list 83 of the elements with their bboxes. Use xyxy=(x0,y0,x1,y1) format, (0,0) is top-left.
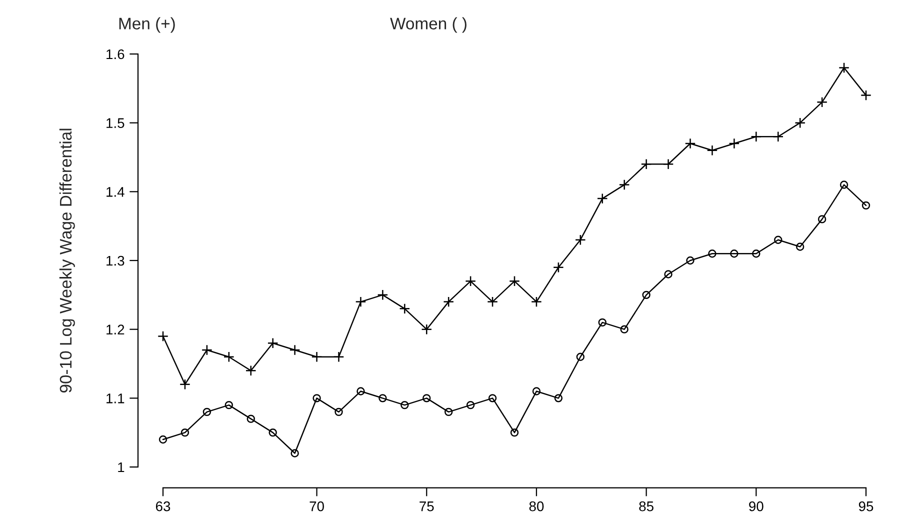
point xyxy=(421,324,432,335)
point xyxy=(466,400,475,410)
x-tick-label: 70 xyxy=(310,501,324,512)
point xyxy=(664,270,672,278)
point xyxy=(708,250,716,258)
y-tick-label: 1.4 xyxy=(106,187,124,197)
point xyxy=(794,117,806,128)
point xyxy=(312,394,321,402)
point xyxy=(640,158,652,170)
point xyxy=(532,387,541,396)
point xyxy=(400,400,409,410)
point xyxy=(377,289,388,300)
text: Women ( ) xyxy=(390,17,466,33)
y-axis-title: 90-10 Log Weekly Wage Differential xyxy=(59,128,75,393)
point xyxy=(642,290,650,300)
point xyxy=(796,242,804,251)
point xyxy=(596,193,608,204)
point xyxy=(752,250,760,258)
point xyxy=(554,394,563,402)
point xyxy=(246,414,255,423)
point xyxy=(444,408,453,416)
point xyxy=(378,394,387,402)
point xyxy=(334,408,343,416)
x-tick-label: 80 xyxy=(529,501,544,512)
point xyxy=(840,180,848,189)
point xyxy=(356,387,365,396)
x-tick-label: 75 xyxy=(420,502,434,512)
y-tick-label: 1.5 xyxy=(106,118,124,128)
point xyxy=(860,90,872,101)
x-tick-label: 90 xyxy=(749,501,764,512)
point xyxy=(750,131,762,142)
point xyxy=(443,296,454,308)
y-tick-label: 1 xyxy=(118,462,124,472)
point xyxy=(422,394,431,402)
point xyxy=(202,408,212,416)
point xyxy=(399,303,410,314)
point xyxy=(862,201,870,210)
point xyxy=(706,144,718,156)
point xyxy=(816,96,828,108)
point xyxy=(620,325,628,334)
point xyxy=(488,394,497,402)
point xyxy=(838,62,850,74)
point xyxy=(487,296,498,308)
point xyxy=(355,296,366,308)
point xyxy=(728,138,740,149)
text: Men (+) xyxy=(119,17,175,33)
point xyxy=(552,262,564,273)
point xyxy=(158,435,168,444)
y-tick-label: 1.2 xyxy=(106,324,124,334)
point xyxy=(311,351,322,362)
point xyxy=(333,351,344,362)
point xyxy=(290,449,299,458)
y-tick-label: 1.1 xyxy=(106,394,124,404)
point xyxy=(267,338,278,349)
y-tick-label: 1.6 xyxy=(106,49,124,60)
point xyxy=(180,428,190,437)
point xyxy=(598,318,606,327)
point xyxy=(224,400,234,410)
point xyxy=(179,378,190,390)
point xyxy=(223,351,234,362)
y-tick-label: 1.3 xyxy=(106,256,124,266)
x-tick-label: 95 xyxy=(858,501,874,512)
point xyxy=(686,256,694,265)
point xyxy=(158,330,168,342)
point xyxy=(774,236,782,244)
point xyxy=(730,250,738,258)
point xyxy=(201,344,212,356)
point xyxy=(289,344,300,356)
point xyxy=(530,296,542,308)
point xyxy=(772,131,784,142)
point xyxy=(510,428,519,437)
point xyxy=(245,365,256,376)
point xyxy=(576,352,585,361)
point xyxy=(684,138,696,149)
point xyxy=(574,234,586,246)
x-tick-label: 85 xyxy=(639,501,654,512)
point xyxy=(662,158,674,170)
x-tick-label: 63 xyxy=(156,501,170,512)
point xyxy=(268,428,277,437)
point xyxy=(818,215,826,224)
point xyxy=(618,179,630,190)
point xyxy=(509,276,520,287)
point xyxy=(465,276,476,287)
